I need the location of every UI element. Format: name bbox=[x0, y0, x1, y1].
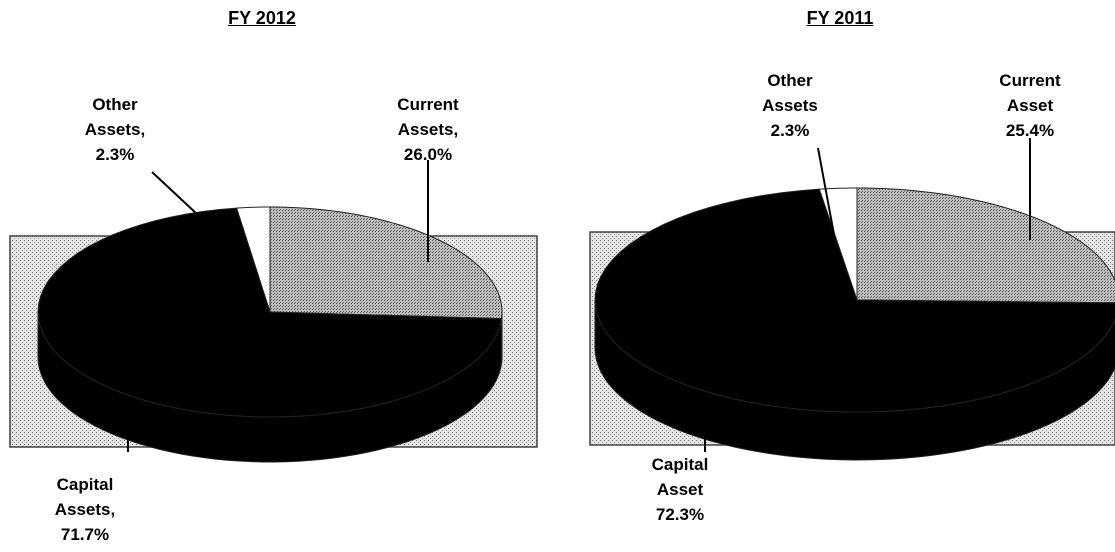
pie-slice bbox=[269, 206, 503, 320]
slice-label: Current Asset 25.4% bbox=[988, 68, 1072, 143]
slice-top bbox=[594, 188, 1115, 413]
slice-label: Capital Assets, 71.7% bbox=[43, 472, 127, 547]
value-label: 25.4% bbox=[1005, 121, 1055, 140]
value-label: 71.7% bbox=[60, 525, 110, 544]
category-label: Other Assets, bbox=[84, 95, 146, 139]
value-label: 72.3% bbox=[655, 505, 705, 524]
leader-line bbox=[817, 147, 836, 241]
pie-slice bbox=[856, 187, 1115, 304]
pie-tops bbox=[594, 187, 1115, 413]
slice-label: Current Assets, 26.0% bbox=[386, 92, 470, 167]
slice-top bbox=[37, 207, 503, 418]
chart-title: FY 2012 bbox=[228, 8, 296, 28]
leader-line bbox=[151, 171, 245, 259]
value-label: 26.0% bbox=[403, 145, 453, 164]
category-label: Other Assets bbox=[762, 71, 818, 115]
chart-title: FY 2011 bbox=[806, 8, 874, 28]
slice-label: Other Assets 2.3% bbox=[748, 68, 832, 143]
category-label: Capital Assets, bbox=[54, 475, 116, 519]
slice-label: Capital Asset 72.3% bbox=[638, 452, 722, 527]
pie-tops bbox=[37, 206, 503, 418]
category-label: Current Assets, bbox=[397, 95, 459, 139]
category-label: Capital Asset bbox=[651, 455, 709, 499]
pie-slice bbox=[594, 188, 1115, 413]
slice-top bbox=[856, 187, 1115, 304]
category-label: Current Asset bbox=[999, 71, 1061, 115]
value-label: 2.3% bbox=[95, 145, 135, 164]
pie-slice bbox=[37, 207, 503, 418]
slice-label: Other Assets, 2.3% bbox=[73, 92, 157, 167]
slice-top bbox=[269, 206, 503, 320]
value-label: 2.3% bbox=[770, 121, 810, 140]
